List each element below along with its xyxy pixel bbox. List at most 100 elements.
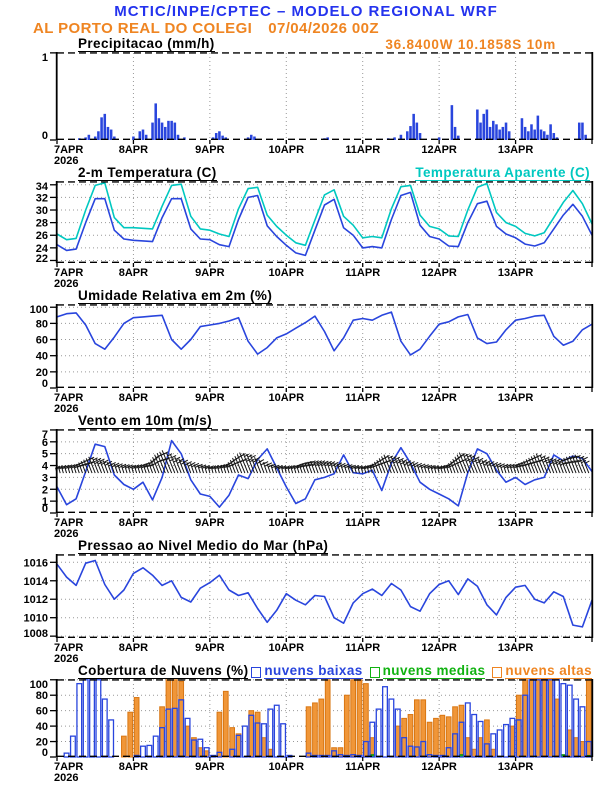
svg-text:0: 0: [42, 503, 48, 515]
mid-clouds-swatch-icon: [369, 667, 380, 678]
svg-text:12APR: 12APR: [421, 761, 457, 773]
legend-high-clouds: nuvens altas: [492, 664, 592, 679]
svg-text:10APR: 10APR: [269, 761, 305, 773]
panel-precipitation: Precipitacao (mm/h) 36.8400W 10.1858S 10…: [0, 36, 612, 167]
svg-text:32: 32: [36, 192, 48, 204]
svg-text:13APR: 13APR: [498, 144, 534, 156]
svg-text:10APR: 10APR: [269, 267, 305, 279]
svg-text:0: 0: [42, 130, 48, 142]
clouds-plot: 0 20 40 60 80 100 7APR 8APR 9APR 10APR 11APR 12APR 1…: [0, 679, 612, 789]
svg-text:0: 0: [42, 378, 48, 390]
svg-text:100: 100: [30, 679, 48, 691]
svg-text:2026: 2026: [54, 403, 78, 414]
svg-text:10APR: 10APR: [269, 517, 305, 529]
svg-text:9APR: 9APR: [195, 761, 224, 773]
svg-text:0: 0: [42, 747, 48, 759]
svg-text:30: 30: [36, 205, 48, 217]
svg-text:100: 100: [30, 304, 48, 316]
legend-mid-clouds: nuvens medias: [369, 664, 486, 679]
svg-text:11APR: 11APR: [345, 267, 380, 279]
svg-text:20: 20: [36, 737, 48, 749]
temp-plot: 22 24 26 28 30 32 34 7APR 8APR 9APR 10APR 11APR 12AP…: [0, 181, 612, 290]
svg-text:11APR: 11APR: [345, 392, 380, 404]
svg-text:9APR: 9APR: [195, 642, 224, 654]
svg-text:10APR: 10APR: [269, 392, 305, 404]
svg-text:13APR: 13APR: [498, 267, 534, 279]
svg-text:1014: 1014: [24, 576, 49, 588]
svg-text:2026: 2026: [54, 653, 78, 664]
humidity-plot: 0 20 40 60 80 100 7APR 8APR 9APR 10APR 11APR 12APR 1…: [0, 304, 612, 415]
svg-text:10APR: 10APR: [269, 642, 305, 654]
svg-text:7APR: 7APR: [54, 267, 83, 279]
wind-title: Vento em 10m (m/s): [78, 413, 212, 429]
svg-text:80: 80: [36, 690, 48, 702]
svg-text:12APR: 12APR: [421, 392, 457, 404]
station-line: AL PORTO REAL DO COLEGI 07/04/2026 00Z: [0, 20, 612, 37]
svg-text:1010: 1010: [24, 613, 48, 625]
svg-text:7APR: 7APR: [54, 517, 83, 529]
svg-text:60: 60: [36, 335, 48, 347]
svg-text:9APR: 9APR: [195, 392, 224, 404]
svg-text:1: 1: [42, 52, 48, 64]
svg-text:4: 4: [42, 461, 49, 473]
temp-title: 2-m Temperatura (C): [78, 165, 217, 181]
svg-text:11APR: 11APR: [345, 761, 380, 773]
svg-text:8APR: 8APR: [119, 144, 148, 156]
svg-text:26: 26: [36, 230, 48, 242]
svg-text:40: 40: [36, 721, 48, 733]
svg-text:2: 2: [42, 484, 48, 496]
humidity-title: Umidade Relativa em 2m (%): [78, 288, 273, 304]
svg-text:11APR: 11APR: [345, 144, 380, 156]
svg-text:1012: 1012: [24, 594, 48, 606]
svg-text:7APR: 7APR: [54, 642, 83, 654]
svg-text:28: 28: [36, 218, 48, 230]
svg-text:11APR: 11APR: [345, 642, 380, 654]
svg-text:6: 6: [42, 437, 48, 449]
svg-text:13APR: 13APR: [498, 392, 534, 404]
svg-text:2026: 2026: [54, 528, 78, 539]
svg-text:13APR: 13APR: [498, 517, 534, 529]
svg-text:8APR: 8APR: [119, 267, 148, 279]
svg-text:5: 5: [42, 449, 48, 461]
svg-text:13APR: 13APR: [498, 642, 534, 654]
svg-text:7: 7: [42, 429, 48, 441]
model-title: MCTIC/INPE/CPTEC – MODELO REGIONAL WRF: [114, 3, 498, 20]
svg-text:10APR: 10APR: [269, 144, 305, 156]
svg-text:7APR: 7APR: [54, 144, 83, 156]
run-datetime: 07/04/2026 00Z: [268, 20, 379, 37]
svg-text:8APR: 8APR: [119, 761, 148, 773]
svg-text:8APR: 8APR: [119, 392, 148, 404]
panel-humidity: Umidade Relativa em 2m (%) 0 20 40 60 80 100 7…: [0, 288, 612, 415]
svg-text:11APR: 11APR: [345, 517, 380, 529]
svg-text:12APR: 12APR: [421, 517, 457, 529]
svg-text:9APR: 9APR: [195, 267, 224, 279]
low-clouds-swatch-icon: [251, 667, 262, 678]
station-name: AL PORTO REAL DO COLEGI: [33, 20, 253, 37]
svg-text:9APR: 9APR: [195, 517, 224, 529]
svg-text:2026: 2026: [54, 772, 78, 784]
clouds-title: Cobertura de Nuvens (%): [78, 663, 249, 679]
svg-text:60: 60: [36, 706, 48, 718]
svg-text:1: 1: [42, 496, 48, 508]
high-clouds-swatch-icon: [492, 667, 503, 678]
svg-text:12APR: 12APR: [421, 267, 457, 279]
svg-text:7APR: 7APR: [54, 761, 83, 773]
precip-title: Precipitacao (mm/h): [78, 36, 215, 52]
svg-text:8APR: 8APR: [119, 517, 148, 529]
wind-plot: 0 1 2 3 4 5 6 7 7APR 8APR 9APR 10APR 11APR 12APR 13APR…: [0, 429, 612, 540]
svg-text:22: 22: [36, 253, 48, 265]
svg-text:24: 24: [36, 243, 49, 255]
svg-text:1008: 1008: [24, 628, 48, 640]
panel-clouds: Cobertura de Nuvens (%) nuvens baixas nu…: [0, 664, 612, 789]
panel-pressure: Pressao ao Nivel Medio do Mar (hPa) 1008…: [0, 538, 612, 665]
panel-wind: Vento em 10m (m/s) 0 1 2 3 4 5 6 7 7APR 8APR 9APR 1…: [0, 413, 612, 540]
legend-low-clouds: nuvens baixas: [251, 664, 363, 679]
svg-text:12APR: 12APR: [421, 642, 457, 654]
svg-text:9APR: 9APR: [195, 144, 224, 156]
pressure-title: Pressao ao Nivel Medio do Mar (hPa): [78, 538, 329, 554]
svg-text:8APR: 8APR: [119, 642, 148, 654]
svg-text:20: 20: [36, 367, 48, 379]
clouds-legend: nuvens baixas nuvens medias nuvens altas: [251, 664, 592, 679]
svg-text:13APR: 13APR: [498, 761, 534, 773]
